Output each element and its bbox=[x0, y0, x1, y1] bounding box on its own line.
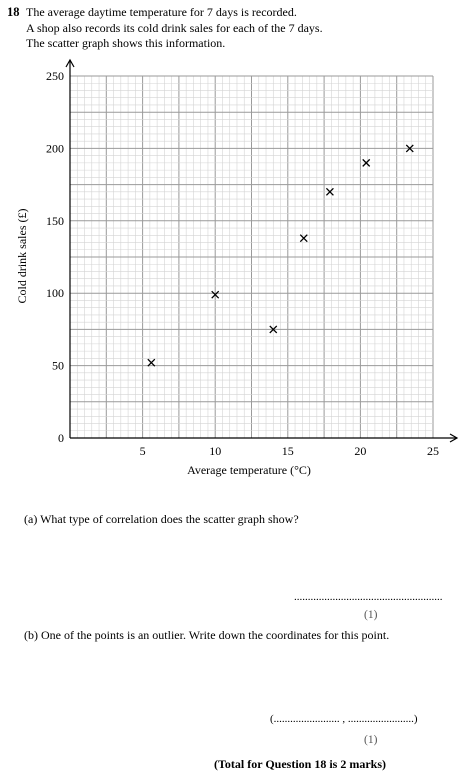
x-tick-label: 25 bbox=[427, 444, 439, 458]
data-point-cross bbox=[211, 290, 220, 299]
y-tick-label: 200 bbox=[46, 141, 64, 155]
axes bbox=[65, 58, 459, 443]
grid-lines bbox=[69, 75, 434, 439]
intro-line-3: The scatter graph shows this information… bbox=[26, 36, 226, 50]
part-a-question: (a) What type of correlation does the sc… bbox=[24, 512, 299, 526]
scatter-graph: 5 10 15 20 25 0 50 100 150 200 250 Average temper… bbox=[15, 58, 459, 477]
question-intro: The average daytime temperature for 7 da… bbox=[26, 5, 323, 52]
y-tick-label: 50 bbox=[52, 359, 64, 373]
part-b-question: (b) One of the points is an outlier. Wri… bbox=[24, 628, 390, 642]
x-axis-arrow bbox=[449, 433, 459, 443]
part-b-marks: (1) bbox=[364, 734, 378, 746]
question-total: (Total for Question 18 is 2 marks) bbox=[214, 757, 387, 771]
y-axis-arrow bbox=[65, 58, 75, 68]
part-a-marks: (1) bbox=[364, 609, 378, 621]
y-tick-label: 250 bbox=[46, 69, 64, 83]
x-tick-label: 5 bbox=[140, 444, 146, 458]
intro-line-2: A shop also records its cold drink sales… bbox=[26, 20, 323, 35]
part-b-answer-line[interactable]: (........................ , ............… bbox=[270, 713, 418, 725]
question-number: 18 bbox=[7, 5, 20, 19]
data-point-cross bbox=[147, 358, 156, 367]
x-tick-label: 20 bbox=[354, 444, 366, 458]
x-axis-label: Average temperature (°C) bbox=[187, 463, 311, 477]
data-point-cross bbox=[362, 158, 371, 167]
x-tick-label: 10 bbox=[209, 444, 221, 458]
y-tick-label: 100 bbox=[46, 286, 64, 300]
data-point-cross bbox=[325, 187, 334, 196]
y-tick-label: 0 bbox=[58, 431, 64, 445]
data-point-cross bbox=[269, 325, 278, 334]
data-point-cross bbox=[299, 234, 308, 243]
x-tick-labels: 5 10 15 20 25 bbox=[140, 444, 439, 458]
y-tick-labels: 0 50 100 150 200 250 bbox=[46, 69, 64, 445]
y-tick-label: 150 bbox=[46, 214, 64, 228]
x-tick-label: 15 bbox=[282, 444, 294, 458]
y-axis-label: Cold drink sales (£) bbox=[15, 209, 29, 304]
data-points bbox=[147, 144, 414, 367]
data-point-cross bbox=[405, 144, 414, 153]
part-a-answer-line[interactable]: ........................................… bbox=[294, 591, 443, 603]
intro-line-1: The average daytime temperature for 7 da… bbox=[26, 5, 297, 19]
